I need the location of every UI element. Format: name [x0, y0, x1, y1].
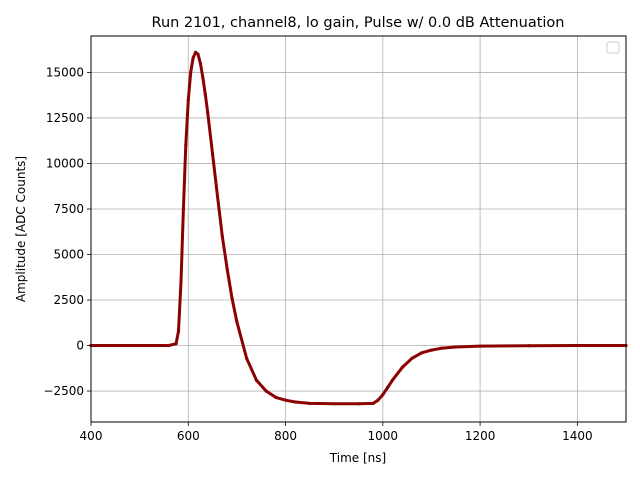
data-point [429, 348, 434, 352]
data-point [193, 50, 198, 54]
data-point [191, 56, 195, 60]
y-tick-label: −2500 [43, 384, 84, 398]
y-tick-label: 0 [76, 339, 84, 353]
plot-frame [90, 35, 627, 423]
data-point [203, 92, 207, 96]
data-point [201, 76, 205, 80]
x-tick-label: 600 [177, 429, 200, 443]
data-point [215, 194, 220, 198]
data-point [575, 343, 579, 348]
y-tick-label: 15000 [46, 65, 84, 79]
data-point [420, 351, 424, 355]
y-tick-label: 12500 [46, 111, 84, 125]
y-tick-label: 2500 [53, 293, 84, 307]
data-point [410, 356, 414, 360]
data-point [245, 356, 249, 360]
y-axis-label: Amplitude [ADC Counts] [14, 156, 28, 302]
data-point [264, 389, 268, 393]
data-point [454, 345, 458, 349]
data-point [235, 320, 239, 324]
x-tick-label: 800 [274, 429, 297, 443]
x-axis-label: Time [ns] [329, 451, 386, 465]
data-point [167, 343, 171, 348]
data-point [376, 398, 380, 402]
data-point [381, 393, 385, 397]
data-point [356, 402, 361, 406]
data-point [189, 70, 193, 75]
x-tick-label: 1200 [465, 429, 496, 443]
data-point [186, 98, 190, 102]
plot-area [91, 36, 626, 422]
y-tick-label: 5000 [53, 247, 84, 261]
x-axis: 400 600 800 1000 1200 1400 [80, 422, 593, 443]
x-tick-label: 400 [80, 429, 103, 443]
data-point [174, 342, 178, 346]
data-point [283, 398, 288, 402]
series-trace [91, 50, 626, 406]
data-point [179, 280, 183, 284]
data-point [274, 395, 278, 400]
y-tick-label: 10000 [46, 156, 84, 170]
data-point [225, 267, 229, 271]
data-point [210, 152, 215, 156]
legend-box [606, 41, 620, 54]
y-tick-label: 7500 [53, 202, 84, 216]
data-point [371, 401, 375, 406]
data-point [527, 344, 531, 348]
data-point [293, 400, 297, 404]
data-point [478, 344, 482, 348]
data-point [390, 378, 395, 382]
data-point [176, 329, 181, 333]
y-axis: −2500 0 2500 5000 7500 10000 12500 15000 [43, 65, 91, 398]
chart-title: Run 2101, channel8, lo gain, Pulse w/ 0.… [152, 15, 565, 31]
series-layer [89, 50, 628, 406]
data-point [254, 378, 258, 382]
data-point [198, 61, 203, 65]
data-point [206, 110, 210, 115]
data-point [181, 207, 186, 211]
x-tick-label: 1000 [368, 429, 399, 443]
data-point [400, 365, 404, 369]
x-tick-label: 1400 [562, 429, 593, 443]
data-point [439, 346, 443, 350]
data-point [332, 402, 336, 406]
data-point [230, 296, 234, 300]
data-point [196, 52, 200, 56]
data-point [386, 385, 390, 390]
data-point [220, 234, 224, 238]
data-point [308, 401, 312, 406]
data-point [184, 143, 188, 147]
